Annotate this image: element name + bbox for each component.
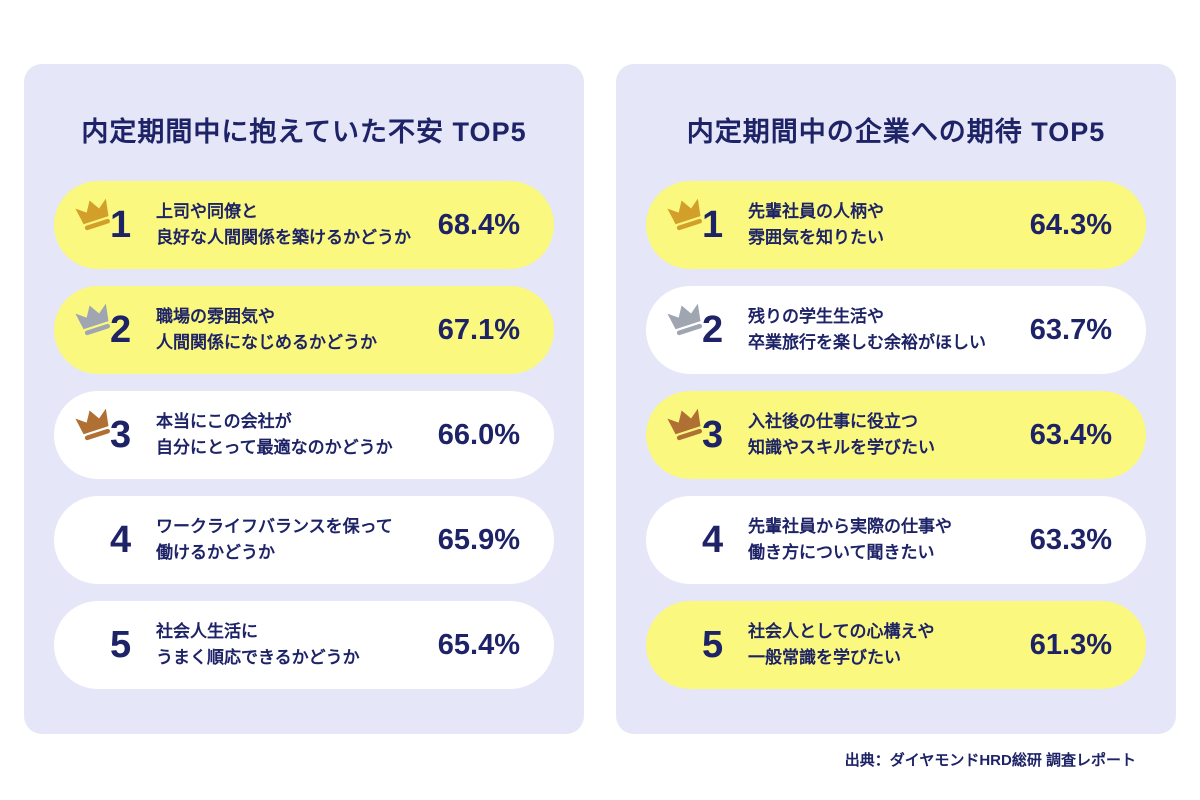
rank-number: 4 bbox=[702, 518, 724, 561]
panel-expectations: 内定期間中の企業への期待 TOP5 1 先輩社員の人柄や 雰囲気を知りたい 64… bbox=[616, 64, 1176, 734]
crown-icon bbox=[75, 408, 110, 441]
ranking-row: 2 残りの学生生活や 卒業旅行を楽しむ余裕がほしい 63.7% bbox=[646, 286, 1146, 374]
item-value: 63.7% bbox=[1029, 313, 1112, 346]
crown-icon bbox=[75, 198, 110, 231]
item-value: 67.1% bbox=[437, 313, 520, 346]
item-value: 66.0% bbox=[437, 418, 520, 451]
item-label: 先輩社員の人柄や 雰囲気を知りたい bbox=[742, 199, 1018, 252]
rank-badge: 4 bbox=[80, 511, 150, 569]
item-label: 残りの学生生活や 卒業旅行を楽しむ余裕がほしい bbox=[742, 304, 1018, 357]
rank-badge: 5 bbox=[672, 616, 742, 674]
item-label-line1: 職場の雰囲気や bbox=[156, 306, 275, 326]
item-label-line1: 残りの学生生活や bbox=[748, 306, 884, 326]
panel-anxieties-rows: 1 上司や同僚と 良好な人間関係を築けるかどうか 68.4% 2 職場の雰囲気や… bbox=[54, 181, 554, 689]
crown-icon bbox=[667, 408, 702, 441]
item-label: 社会人生活に うまく順応できるかどうか bbox=[150, 619, 426, 672]
ranking-row: 4 先輩社員から実際の仕事や 働き方について聞きたい 63.3% bbox=[646, 496, 1146, 584]
item-label-line2: 卒業旅行を楽しむ余裕がほしい bbox=[748, 333, 986, 352]
ranking-row: 3 本当にこの会社が 自分にとって最適なのかどうか 66.0% bbox=[54, 391, 554, 479]
ranking-row: 1 先輩社員の人柄や 雰囲気を知りたい 64.3% bbox=[646, 181, 1146, 269]
item-value: 63.4% bbox=[1029, 418, 1112, 451]
rank-badge: 4 bbox=[672, 511, 742, 569]
item-value: 65.4% bbox=[437, 628, 520, 661]
rank-number: 2 bbox=[702, 308, 724, 351]
item-label: 上司や同僚と 良好な人間関係を築けるかどうか bbox=[150, 199, 426, 252]
rank-number: 3 bbox=[702, 413, 724, 456]
rank-badge: 3 bbox=[75, 406, 150, 464]
item-label-line2: うまく順応できるかどうか bbox=[156, 648, 360, 667]
item-label-line1: 社会人としての心構えや bbox=[748, 621, 935, 641]
item-label-line1: ワークライフバランスを保って bbox=[156, 516, 393, 536]
item-value: 68.4% bbox=[437, 208, 520, 241]
item-label-line2: 良好な人間関係を築けるかどうか bbox=[156, 228, 411, 247]
rank-badge: 5 bbox=[80, 616, 150, 674]
item-label-line1: 先輩社員から実際の仕事や bbox=[748, 516, 952, 536]
item-label: ワークライフバランスを保って 働けるかどうか bbox=[150, 514, 426, 567]
item-label-line2: 自分にとって最適なのかどうか bbox=[156, 438, 393, 457]
item-label-line1: 社会人生活に bbox=[156, 621, 258, 641]
panels-container: 内定期間中に抱えていた不安 TOP5 1 上司や同僚と 良好な人間関係を築けるか… bbox=[24, 64, 1176, 734]
rank-number: 5 bbox=[702, 623, 724, 666]
item-label-line2: 知識やスキルを学びたい bbox=[748, 438, 935, 457]
ranking-row: 5 社会人としての心構えや 一般常識を学びたい 61.3% bbox=[646, 601, 1146, 689]
item-label-line2: 人間関係になじめるかどうか bbox=[156, 333, 377, 352]
source-credit: 出典：ダイヤモンドHRD総研 調査レポート bbox=[844, 752, 1136, 769]
item-label-line1: 上司や同僚と bbox=[156, 201, 258, 221]
item-label-line2: 雰囲気を知りたい bbox=[748, 228, 884, 247]
rank-number: 1 bbox=[702, 203, 724, 246]
item-label-line2: 働き方について聞きたい bbox=[748, 543, 935, 562]
crown-icon bbox=[667, 303, 702, 336]
rank-number: 5 bbox=[110, 623, 132, 666]
item-label: 本当にこの会社が 自分にとって最適なのかどうか bbox=[150, 409, 426, 462]
rank-number: 2 bbox=[110, 308, 132, 351]
item-label: 入社後の仕事に役立つ 知識やスキルを学びたい bbox=[742, 409, 1018, 462]
rank-number: 1 bbox=[110, 203, 132, 246]
crown-icon bbox=[75, 303, 110, 336]
panel-expectations-title: 内定期間中の企業への期待 TOP5 bbox=[686, 117, 1106, 147]
rank-badge: 3 bbox=[667, 406, 742, 464]
item-label-line2: 働けるかどうか bbox=[156, 543, 275, 562]
item-label-line1: 入社後の仕事に役立つ bbox=[748, 411, 918, 431]
item-value: 63.3% bbox=[1029, 523, 1112, 556]
item-label-line1: 先輩社員の人柄や bbox=[748, 201, 884, 221]
item-label: 先輩社員から実際の仕事や 働き方について聞きたい bbox=[742, 514, 1018, 567]
ranking-row: 5 社会人生活に うまく順応できるかどうか 65.4% bbox=[54, 601, 554, 689]
item-value: 65.9% bbox=[437, 523, 520, 556]
rank-badge: 1 bbox=[75, 196, 150, 254]
rank-badge: 2 bbox=[75, 301, 150, 359]
item-label-line2: 一般常識を学びたい bbox=[748, 648, 901, 667]
item-label-line1: 本当にこの会社が bbox=[156, 411, 292, 431]
rank-badge: 2 bbox=[667, 301, 742, 359]
rank-badge: 1 bbox=[667, 196, 742, 254]
item-label: 職場の雰囲気や 人間関係になじめるかどうか bbox=[150, 304, 426, 357]
ranking-row: 1 上司や同僚と 良好な人間関係を築けるかどうか 68.4% bbox=[54, 181, 554, 269]
ranking-row: 3 入社後の仕事に役立つ 知識やスキルを学びたい 63.4% bbox=[646, 391, 1146, 479]
rank-number: 3 bbox=[110, 413, 132, 456]
item-value: 64.3% bbox=[1029, 208, 1112, 241]
crown-icon bbox=[667, 198, 702, 231]
panel-anxieties-title: 内定期間中に抱えていた不安 TOP5 bbox=[81, 117, 527, 147]
ranking-row: 4 ワークライフバランスを保って 働けるかどうか 65.9% bbox=[54, 496, 554, 584]
panel-anxieties: 内定期間中に抱えていた不安 TOP5 1 上司や同僚と 良好な人間関係を築けるか… bbox=[24, 64, 584, 734]
item-value: 61.3% bbox=[1029, 628, 1112, 661]
panel-expectations-rows: 1 先輩社員の人柄や 雰囲気を知りたい 64.3% 2 残りの学生生活や 卒業旅… bbox=[646, 181, 1146, 689]
rank-number: 4 bbox=[110, 518, 132, 561]
item-label: 社会人としての心構えや 一般常識を学びたい bbox=[742, 619, 1018, 672]
ranking-row: 2 職場の雰囲気や 人間関係になじめるかどうか 67.1% bbox=[54, 286, 554, 374]
